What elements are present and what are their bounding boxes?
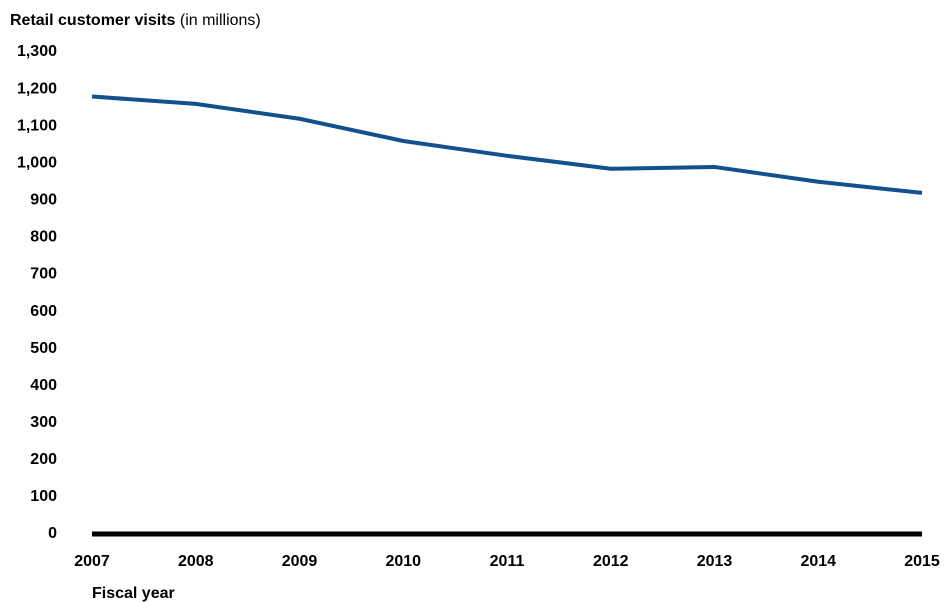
x-tick-label: 2010 bbox=[385, 553, 421, 570]
chart-title: Retail customer visits (in millions) bbox=[10, 12, 261, 29]
y-tick-label: 700 bbox=[30, 266, 57, 283]
y-tick-label: 900 bbox=[30, 192, 57, 209]
x-tick-label: 2013 bbox=[697, 553, 733, 570]
title: Retail customer visits bbox=[10, 12, 176, 29]
y-tick-label: 800 bbox=[30, 229, 57, 246]
x-axis-label: Fiscal year bbox=[92, 585, 175, 602]
x-tick-label: 2012 bbox=[593, 553, 629, 570]
y-tick-label: 1,100 bbox=[17, 117, 57, 134]
y-tick-label: 400 bbox=[30, 377, 57, 394]
x-tick-label: 2008 bbox=[178, 553, 214, 570]
x-tick-label: 2009 bbox=[282, 553, 318, 570]
x-tick-label: 2014 bbox=[800, 553, 836, 570]
x-tick-label: 2011 bbox=[490, 553, 525, 570]
y-tick-label: 0 bbox=[48, 525, 57, 542]
y-tick-label: 100 bbox=[30, 488, 57, 505]
y-tick-label: 300 bbox=[30, 414, 57, 431]
subtitle: (in millions) bbox=[180, 12, 261, 29]
y-tick-label: 1,300 bbox=[17, 43, 57, 60]
data-line bbox=[91, 94, 923, 195]
y-tick-label: 1,000 bbox=[17, 154, 57, 171]
x-tick-label: 2007 bbox=[74, 553, 110, 570]
y-tick-label: 1,200 bbox=[17, 80, 57, 97]
x-tick-label: 2015 bbox=[904, 553, 940, 570]
y-tick-label: 200 bbox=[30, 451, 57, 468]
y-tick-label: 600 bbox=[30, 303, 57, 320]
y-tick-label: 500 bbox=[30, 340, 57, 357]
